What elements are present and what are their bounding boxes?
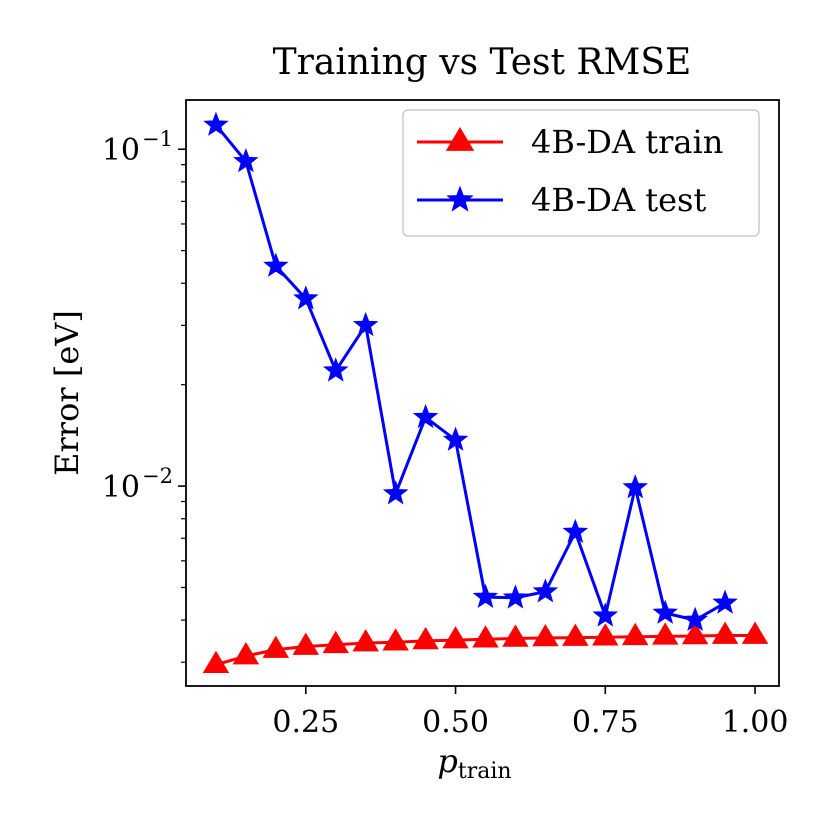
data-point (233, 147, 259, 173)
data-point (442, 426, 469, 451)
data-point (263, 252, 289, 277)
data-point (292, 632, 320, 655)
data-point (232, 642, 260, 665)
data-point (592, 623, 619, 646)
data-point (711, 621, 739, 644)
data-point (322, 630, 349, 654)
data-point (412, 403, 439, 429)
data-point (382, 480, 409, 505)
series-line (214, 124, 726, 622)
data-point (293, 285, 319, 310)
data-point (532, 578, 559, 603)
data-point (322, 357, 349, 382)
data-point (382, 628, 409, 651)
legend-marker (445, 127, 475, 151)
data-point (681, 621, 709, 645)
data-point (682, 606, 708, 632)
data-point (712, 589, 738, 614)
data-point (352, 311, 379, 337)
x-axis-label: ptrain (437, 742, 511, 784)
x-tick-label: 0.50 (422, 705, 489, 740)
y-axis-label: Error [eV] (48, 310, 86, 476)
data-point (562, 623, 589, 646)
data-point (622, 622, 649, 646)
x-axis-label-sub: train (458, 759, 512, 784)
y-tick-exponent: −1 (142, 127, 173, 151)
data-point (741, 621, 769, 644)
plot-frame (185, 99, 780, 687)
series-0 (202, 621, 769, 673)
data-point (262, 635, 290, 658)
data-point (412, 626, 439, 650)
data-point (202, 650, 230, 673)
legend-label: 4B-DA train (531, 123, 723, 161)
data-point (652, 599, 678, 624)
x-tick-label: 1.00 (722, 705, 789, 740)
legend-marker (446, 185, 474, 212)
data-point (472, 625, 499, 648)
x-tick-label: 0.75 (572, 705, 639, 740)
data-point (472, 583, 499, 609)
data-point (502, 584, 529, 609)
data-point (622, 474, 649, 499)
chart-title: Training vs Test RMSE (273, 42, 692, 83)
legend-label: 4B-DA test (531, 181, 706, 219)
data-point (532, 624, 559, 647)
data-point (562, 518, 589, 543)
x-axis-label-main: p (437, 742, 457, 780)
legend: 4B-DA train 4B-DA test (402, 109, 760, 237)
data-point (651, 622, 679, 645)
x-tick-label: 0.25 (272, 705, 339, 740)
series-layer (202, 111, 769, 673)
data-point (352, 629, 379, 652)
series-1 (203, 111, 738, 632)
data-point (502, 624, 529, 647)
data-point (442, 626, 469, 649)
y-tick-label: 10 (102, 470, 140, 505)
y-tick-label: 10 (102, 133, 140, 168)
y-tick-exponent: −2 (142, 464, 173, 488)
data-point (203, 111, 229, 136)
data-point (592, 602, 619, 627)
